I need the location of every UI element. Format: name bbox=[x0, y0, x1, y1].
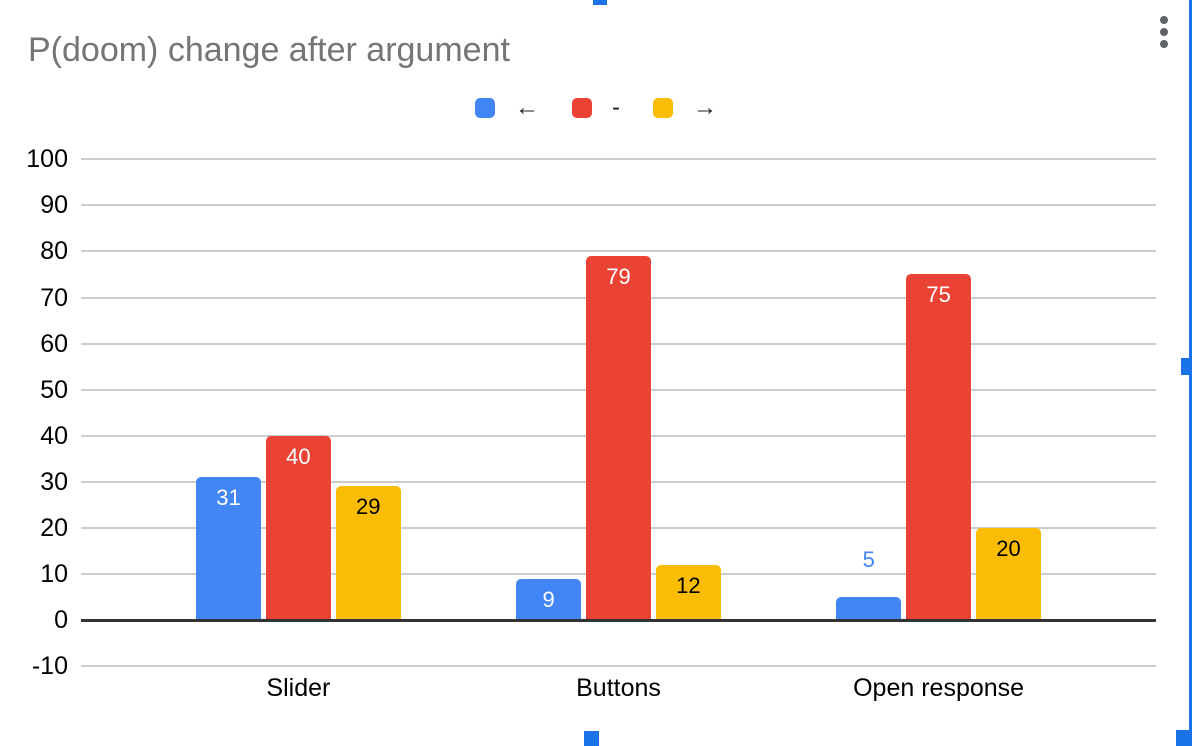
bar-value-label: 75 bbox=[926, 282, 951, 308]
legend-item-minus[interactable]: - bbox=[572, 96, 620, 120]
gridline-80 bbox=[81, 250, 1156, 253]
selection-handle-right[interactable] bbox=[1181, 358, 1192, 375]
bar-slider-series-1[interactable] bbox=[196, 477, 261, 620]
chart-title[interactable]: P(doom) change after argument bbox=[28, 31, 510, 69]
chart-legend: ← - → bbox=[0, 96, 1192, 120]
legend-label: → bbox=[693, 94, 717, 121]
bar-value-label: 31 bbox=[216, 485, 241, 511]
bar-slider-series-3[interactable] bbox=[336, 486, 401, 620]
bar-value-label: 40 bbox=[286, 443, 311, 469]
selection-handle-bottom[interactable] bbox=[584, 731, 599, 746]
bar-value-label: 20 bbox=[996, 535, 1021, 561]
bar-buttons-series-2[interactable] bbox=[586, 256, 651, 620]
legend-item-right-arrow[interactable]: → bbox=[653, 96, 717, 120]
kebab-dot bbox=[1160, 16, 1168, 24]
bar-value-label: 79 bbox=[606, 264, 631, 290]
legend-swatch-right-arrow bbox=[653, 98, 673, 118]
bar-open-response-series-3[interactable] bbox=[976, 527, 1041, 620]
legend-label: - bbox=[612, 94, 620, 121]
bar-value-label: 9 bbox=[542, 586, 555, 612]
legend-swatch-minus bbox=[572, 98, 592, 118]
bar-slider-series-2[interactable] bbox=[266, 435, 331, 620]
bar-value-label: 5 bbox=[862, 546, 875, 572]
gridline-100 bbox=[81, 158, 1156, 161]
y-axis-tick-label: -10 bbox=[31, 652, 68, 681]
selection-handle-bottom-right[interactable] bbox=[1176, 730, 1192, 746]
bar-open-response-series-1[interactable] bbox=[836, 596, 901, 620]
legend-item-left-arrow[interactable]: ← bbox=[475, 96, 539, 120]
y-axis-tick-label: 80 bbox=[40, 237, 68, 266]
category-label-slider: Slider bbox=[266, 674, 331, 702]
gridline--10 bbox=[81, 665, 1156, 668]
legend-swatch-left-arrow bbox=[475, 98, 495, 118]
y-axis-tick-label: 70 bbox=[40, 283, 68, 312]
bar-value-label: 12 bbox=[676, 572, 701, 598]
y-axis-tick-label: 0 bbox=[54, 606, 68, 634]
kebab-dot bbox=[1160, 40, 1168, 48]
y-axis-tick-label: 100 bbox=[26, 145, 68, 174]
y-axis-tick-label: 90 bbox=[40, 191, 68, 220]
y-axis-tick-label: 10 bbox=[40, 559, 68, 588]
bar-buttons-series-3[interactable] bbox=[656, 564, 721, 620]
y-axis-tick-label: 40 bbox=[40, 421, 68, 450]
bar-buttons-series-1[interactable] bbox=[516, 578, 581, 620]
more-options-icon[interactable] bbox=[1154, 8, 1174, 56]
gridline-90 bbox=[81, 204, 1156, 207]
y-axis-tick-label: 60 bbox=[40, 329, 68, 358]
y-axis-tick-label: 20 bbox=[40, 513, 68, 542]
y-axis-tick-label: 30 bbox=[40, 467, 68, 496]
y-axis-tick-label: 50 bbox=[40, 375, 68, 404]
bar-value-label: 29 bbox=[356, 494, 381, 520]
legend-label: ← bbox=[515, 94, 539, 121]
kebab-dot bbox=[1160, 28, 1168, 36]
category-label-open-response: Open response bbox=[853, 674, 1025, 702]
x-axis-baseline bbox=[81, 618, 1156, 622]
bar-open-response-series-2[interactable] bbox=[906, 274, 971, 620]
selection-handle-top[interactable] bbox=[593, 0, 607, 5]
category-label-buttons: Buttons bbox=[576, 674, 661, 702]
